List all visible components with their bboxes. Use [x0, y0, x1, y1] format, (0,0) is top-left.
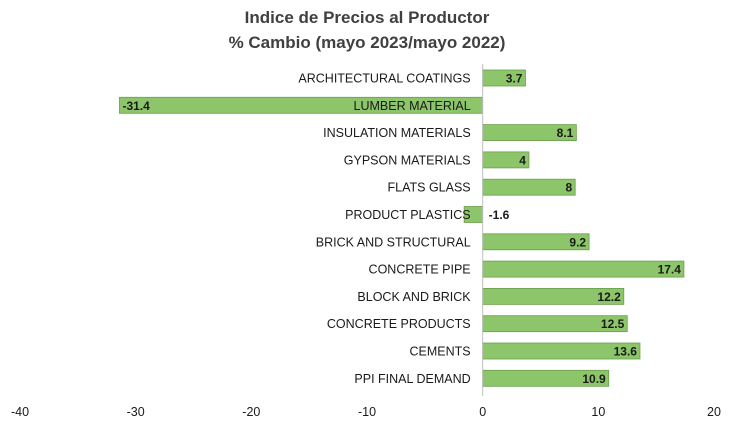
category-label: FLATS GLASS	[388, 181, 471, 195]
data-label: -1.6	[489, 208, 510, 222]
data-label: 10.9	[582, 372, 606, 386]
bar	[482, 260, 685, 278]
data-label: 12.5	[601, 317, 625, 331]
category-label: BLOCK AND BRICK	[357, 290, 471, 304]
category-label: GYPSON MATERIALS	[344, 153, 471, 167]
data-label: 8.1	[557, 126, 574, 140]
category-label: INSULATION MATERIALS	[323, 126, 470, 140]
x-tick-label: -20	[242, 405, 260, 419]
x-tick-label: 10	[591, 405, 605, 419]
category-label: PRODUCT PLASTICS	[345, 208, 471, 222]
data-label: 13.6	[614, 345, 638, 359]
category-label: BRICK AND STRUCTURAL	[316, 235, 471, 249]
x-tick-label: 20	[707, 405, 721, 419]
data-label: 9.2	[569, 235, 586, 249]
category-label: ARCHITECTURAL COATINGS	[298, 72, 470, 86]
chart-subtitle: % Cambio (mayo 2023/mayo 2022)	[228, 33, 506, 52]
data-label: 4	[519, 153, 526, 167]
x-tick-label: -30	[127, 405, 145, 419]
x-tick-label: -40	[11, 405, 29, 419]
x-tick-label: 0	[479, 405, 486, 419]
data-label: 17.4	[658, 263, 682, 277]
data-label: 3.7	[506, 72, 523, 86]
data-label: 8	[566, 181, 573, 195]
category-label: CEMENTS	[410, 345, 471, 359]
bar	[482, 178, 576, 196]
category-label: CONCRETE PRODUCTS	[327, 317, 471, 331]
data-label: -31.4	[122, 99, 150, 113]
data-label: 12.2	[597, 290, 621, 304]
chart-title: Indice de Precios al Productor	[244, 8, 490, 27]
category-label: LUMBER MATERIAL	[354, 99, 471, 113]
category-label: CONCRETE PIPE	[369, 263, 471, 277]
x-tick-label: -10	[358, 405, 376, 419]
category-label: PPI FINAL DEMAND	[354, 372, 470, 386]
